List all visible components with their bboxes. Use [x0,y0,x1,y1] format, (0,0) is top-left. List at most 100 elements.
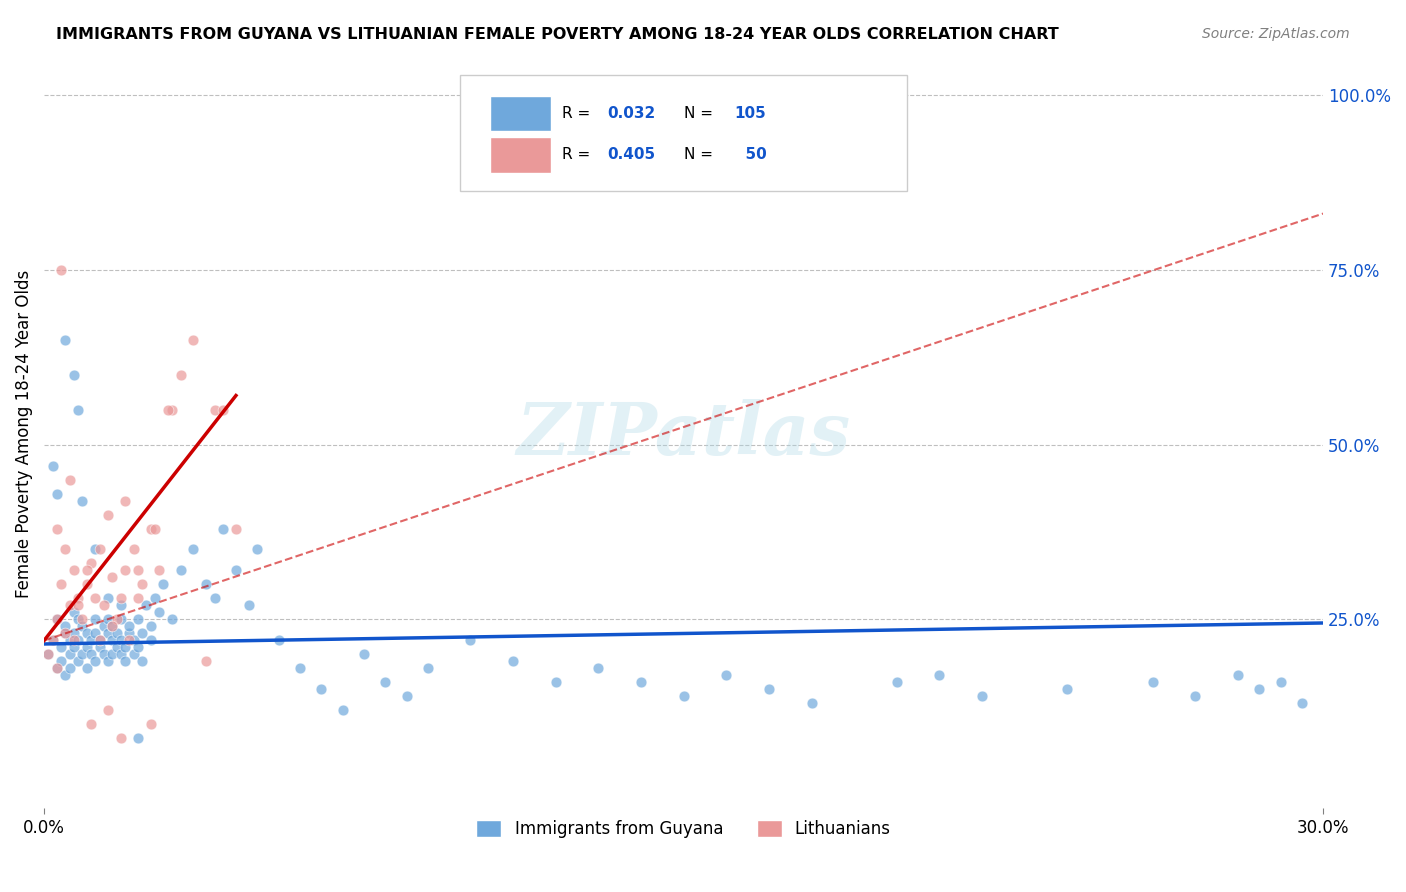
Point [122,633,145,648]
Point [169,564,191,578]
Point [45,612,67,626]
Point [114,655,136,669]
Point [131,626,153,640]
FancyBboxPatch shape [460,75,907,191]
Point [630,675,652,690]
Point [67,402,90,417]
Point [800,697,823,711]
Point [502,655,524,669]
Point [63,606,86,620]
Point [76,626,98,640]
Text: N =: N = [683,147,717,162]
Point [101,648,124,662]
Point [55,619,77,633]
Point [63,626,86,640]
Y-axis label: Female Poverty Among 18-24 Year Olds: Female Poverty Among 18-24 Year Olds [15,270,32,599]
Point [59,661,82,675]
Point [97,612,120,626]
Point [204,402,226,417]
Point [152,577,174,591]
Point [89,633,111,648]
Legend: Immigrants from Guyana, Lithuanians: Immigrants from Guyana, Lithuanians [470,814,897,845]
Point [37,648,59,662]
Point [72,619,94,633]
Point [139,619,162,633]
Point [37,648,59,662]
Point [67,655,90,669]
Text: 105: 105 [735,106,766,121]
Point [84,591,107,606]
Point [84,542,107,557]
Point [110,599,132,613]
Point [72,612,94,626]
Point [928,668,950,682]
Point [127,612,149,626]
Point [97,626,120,640]
Point [45,521,67,535]
Point [80,557,103,571]
Point [51,577,73,591]
Point [55,333,77,347]
Point [212,402,235,417]
Point [374,675,396,690]
Point [67,612,90,626]
Point [51,262,73,277]
Point [84,626,107,640]
Text: 0.032: 0.032 [607,106,655,121]
Point [105,640,128,655]
Point [886,675,908,690]
Text: R =: R = [562,147,595,162]
Point [716,668,738,682]
Point [460,633,482,648]
Point [1291,697,1313,711]
Text: ZIPatlas: ZIPatlas [516,399,851,469]
Point [114,640,136,655]
Point [93,599,115,613]
Point [80,648,103,662]
Point [89,633,111,648]
Point [80,633,103,648]
Text: R =: R = [562,106,595,121]
Point [204,591,226,606]
Point [101,570,124,584]
Point [353,648,375,662]
Text: N =: N = [683,106,717,121]
Point [1142,675,1164,690]
Point [416,661,439,675]
Text: 50: 50 [735,147,766,162]
Point [309,682,332,697]
Point [758,682,780,697]
Point [267,633,290,648]
Point [114,564,136,578]
Point [970,690,993,704]
Text: IMMIGRANTS FROM GUYANA VS LITHUANIAN FEMALE POVERTY AMONG 18-24 YEAR OLDS CORREL: IMMIGRANTS FROM GUYANA VS LITHUANIAN FEM… [56,27,1059,42]
FancyBboxPatch shape [491,96,551,131]
Point [110,612,132,626]
Point [544,675,567,690]
Point [131,655,153,669]
Point [110,591,132,606]
Point [212,521,235,535]
Point [588,661,610,675]
Point [127,640,149,655]
Point [59,473,82,487]
Point [93,648,115,662]
Point [1249,682,1271,697]
Point [97,508,120,522]
Point [332,703,354,717]
Point [67,633,90,648]
Text: Source: ZipAtlas.com: Source: ZipAtlas.com [1202,27,1350,41]
Point [97,655,120,669]
Point [160,402,183,417]
Point [225,564,247,578]
Point [110,731,132,746]
Point [118,619,141,633]
Point [97,703,120,717]
Point [288,661,311,675]
Point [114,493,136,508]
Point [195,577,218,591]
Point [76,661,98,675]
Point [67,591,90,606]
Point [67,599,90,613]
Point [76,640,98,655]
